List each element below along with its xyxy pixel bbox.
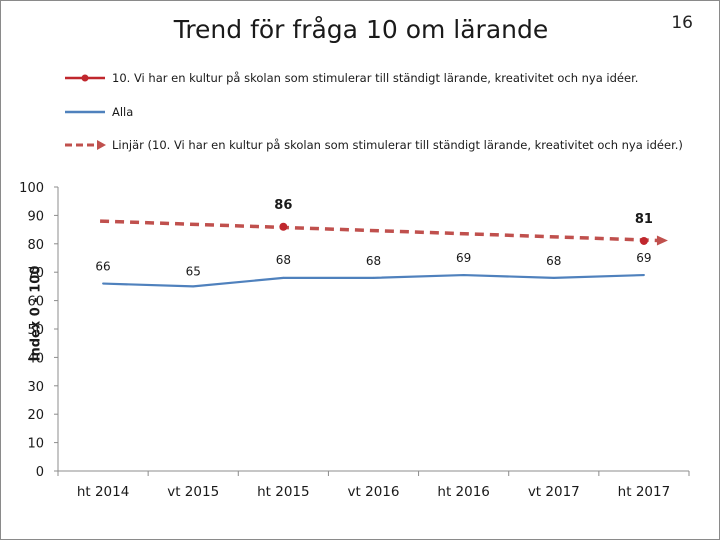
legend-item-question10: 10. Vi har en kultur på skolan som stimu… <box>63 69 638 87</box>
y-tick-label: 40 <box>27 351 44 366</box>
data-label-box-question10 <box>630 207 657 228</box>
x-tick-label: ht 2016 <box>437 484 490 500</box>
legend-label-question10: 10. Vi har en kultur på skolan som stimu… <box>112 71 639 85</box>
legend-swatch-trend <box>65 140 106 150</box>
legend-item-trend: Linjär (10. Vi har en kultur på skolan s… <box>63 136 683 154</box>
x-tick-label: vt 2017 <box>528 484 580 500</box>
data-label-alla: 68 <box>546 254 561 268</box>
x-tick-label: ht 2015 <box>257 484 310 500</box>
data-point-alla <box>372 276 375 279</box>
y-tick-label: 100 <box>19 181 44 196</box>
y-tick-label: 20 <box>27 408 44 423</box>
data-label-alla: 66 <box>95 260 110 274</box>
data-label-question10: 86 <box>274 198 292 213</box>
y-tick-label: 0 <box>36 465 44 480</box>
trend-arrow-head <box>656 235 668 246</box>
y-tick-label: 80 <box>27 238 44 253</box>
x-tick-label: vt 2015 <box>167 484 219 500</box>
data-label-alla: 68 <box>276 253 291 267</box>
y-tick-label: 60 <box>27 295 44 310</box>
y-tick-label: 10 <box>27 437 44 452</box>
legend-label-trend: Linjär (10. Vi har en kultur på skolan s… <box>112 138 683 152</box>
data-point-alla <box>282 276 285 279</box>
data-point-alla <box>192 285 195 288</box>
y-tick-label: 50 <box>27 323 44 338</box>
trend-line <box>100 219 658 243</box>
data-label-box-question10 <box>270 193 297 214</box>
legend-item-alla: Alla <box>63 103 133 121</box>
legend-swatch-alla <box>65 110 105 114</box>
data-point-question10 <box>279 222 288 231</box>
data-label-alla: 68 <box>366 254 381 268</box>
chart-title: Trend för fråga 10 om lärande <box>173 15 549 44</box>
data-label-question10: 81 <box>635 212 653 227</box>
x-tick-label: ht 2014 <box>77 484 130 500</box>
data-point-alla <box>102 282 105 285</box>
y-tick-label: 30 <box>27 380 44 395</box>
x-tick-label: ht 2017 <box>618 484 671 500</box>
data-point-alla <box>462 274 465 277</box>
legend-label-alla: Alla <box>112 105 134 119</box>
data-label-alla: 69 <box>456 251 471 265</box>
data-point-alla <box>552 276 555 279</box>
data-point-alla <box>642 274 645 277</box>
y-tick-label: 70 <box>27 266 44 281</box>
data-label-alla: 69 <box>636 251 651 265</box>
x-tick-label: vt 2016 <box>348 484 400 500</box>
y-tick-label: 90 <box>27 209 44 224</box>
series-line-alla <box>103 273 644 288</box>
data-point-question10 <box>639 236 648 245</box>
legend-swatch-question10 <box>65 74 105 82</box>
page-number: 16 <box>671 13 693 33</box>
data-label-alla: 65 <box>186 264 201 278</box>
